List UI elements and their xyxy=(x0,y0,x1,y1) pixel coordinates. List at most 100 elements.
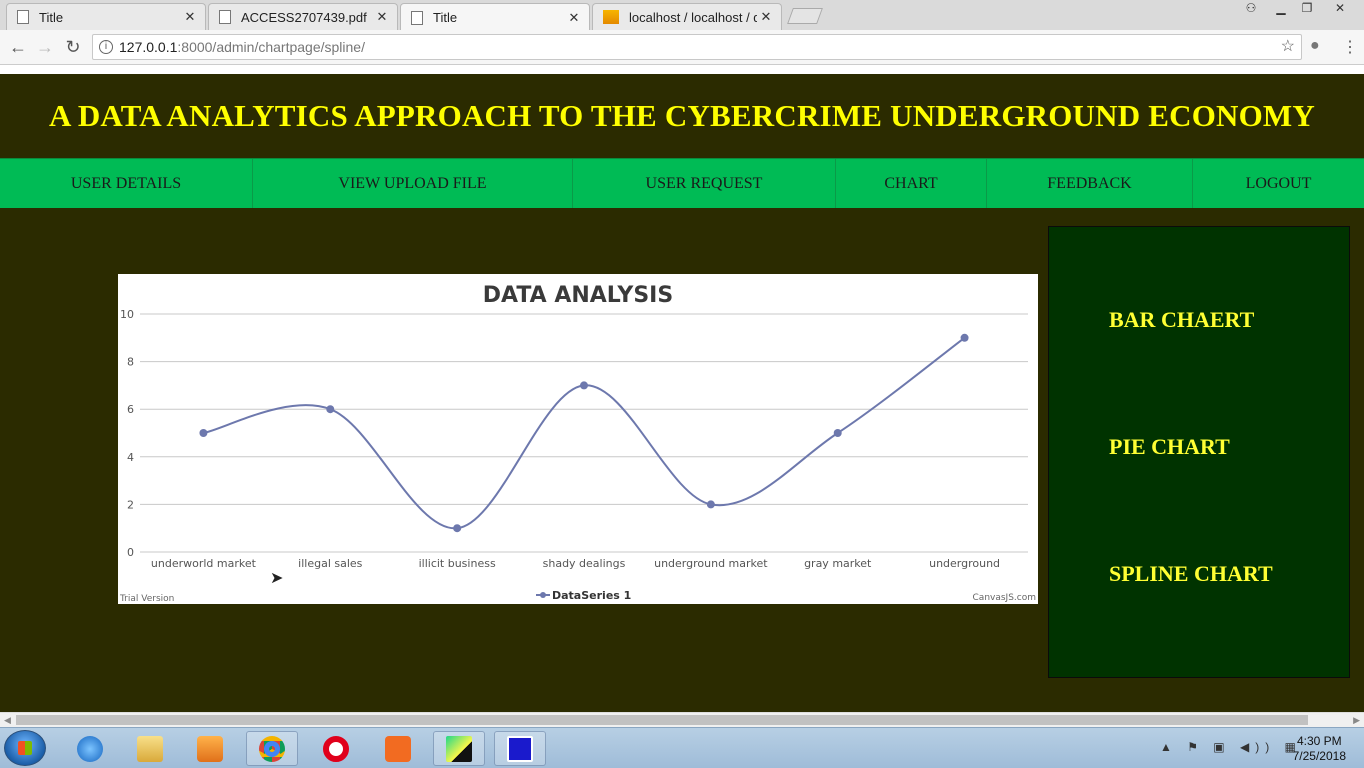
x-tick-label: illegal sales xyxy=(298,557,363,570)
phpmyadmin-icon xyxy=(603,10,619,24)
x-tick-label: illicit business xyxy=(419,557,496,570)
page-icon xyxy=(219,10,231,24)
y-tick-label: 8 xyxy=(127,356,134,369)
file-explorer-icon[interactable] xyxy=(124,731,176,766)
scroll-right-icon[interactable]: ▶ xyxy=(1353,715,1360,725)
y-tick-label: 0 xyxy=(127,546,134,559)
browser-tab-bar: Title ✕ ACCESS2707439.pdf ✕ Title ✕ loca… xyxy=(0,0,1364,31)
canvasjs-credit[interactable]: CanvasJS.com xyxy=(973,593,1036,603)
chart-sidebar: BAR CHAERT PIE CHART SPLINE CHART xyxy=(1048,226,1350,678)
windows-logo-icon xyxy=(18,741,32,755)
mi-glyph xyxy=(385,735,411,762)
tab-label: Title xyxy=(39,9,64,25)
new-tab-button[interactable] xyxy=(787,8,823,24)
nav-user-request[interactable]: USER REQUEST xyxy=(573,159,836,209)
main-nav: USER DETAILS VIEW UPLOAD FILE USER REQUE… xyxy=(0,158,1364,209)
y-tick-label: 4 xyxy=(127,451,134,464)
nav-logout[interactable]: LOGOUT xyxy=(1245,175,1312,192)
y-tick-label: 6 xyxy=(127,403,134,416)
data-point[interactable] xyxy=(833,429,842,437)
profile-icon[interactable]: ⚇ xyxy=(1245,1,1257,15)
clock-date: 7/25/2018 xyxy=(1292,749,1346,763)
scroll-left-icon[interactable]: ◀ xyxy=(4,715,11,725)
close-icon[interactable]: ✕ xyxy=(184,9,196,24)
y-tick-label: 10 xyxy=(120,308,134,321)
x-tick-label: shady dealings xyxy=(543,557,626,570)
tab-label: localhost / localhost / da xyxy=(629,9,757,25)
data-point[interactable] xyxy=(199,429,208,437)
clock-time: 4:30 PM xyxy=(1296,734,1342,748)
back-icon[interactable]: ← xyxy=(9,37,27,57)
x-tick-label: underground xyxy=(929,557,1000,570)
data-point[interactable] xyxy=(960,333,969,342)
sidebar-pie-chart-link[interactable]: PIE CHART xyxy=(1109,434,1230,459)
close-icon[interactable]: ✕ xyxy=(568,9,580,25)
data-point[interactable] xyxy=(326,405,335,414)
browser-tab-1[interactable]: Title ✕ xyxy=(6,3,206,30)
nav-user-details[interactable]: USER DETAILS xyxy=(0,159,253,209)
url-path: :8000/admin/chartpage/spline/ xyxy=(177,39,365,55)
media-player-icon[interactable] xyxy=(184,731,236,766)
chrome-icon[interactable] xyxy=(246,731,298,766)
close-icon[interactable]: ✕ xyxy=(376,9,388,24)
remote-app-icon[interactable] xyxy=(494,731,546,766)
sidebar-bar-chart-link[interactable]: BAR CHAERT xyxy=(1109,307,1255,332)
tab-label: Title xyxy=(433,10,458,25)
mi-icon[interactable] xyxy=(372,731,424,766)
pycharm-glyph xyxy=(446,735,472,762)
data-point[interactable] xyxy=(453,524,462,533)
data-point[interactable] xyxy=(580,381,588,390)
content-area: DATA ANALYSIS 0 2 4 6 8 10 underworld market i… xyxy=(0,208,1364,712)
bookmark-star-icon[interactable]: ☆ xyxy=(1280,38,1295,55)
page-icon xyxy=(17,10,29,24)
restore-icon[interactable]: ❐ xyxy=(1301,1,1313,15)
legend-label: DataSeries 1 xyxy=(552,589,631,602)
trial-watermark: Trial Version xyxy=(119,594,174,604)
remote-glyph xyxy=(507,735,533,762)
chart-legend[interactable]: DataSeries 1 xyxy=(536,589,631,602)
menu-icon[interactable]: ⋮ xyxy=(1342,39,1358,56)
site-header: A DATA ANALYTICS APPROACH TO THE CYBERCR… xyxy=(0,74,1364,158)
media-glyph xyxy=(197,735,223,762)
clock[interactable]: 4:30 PM 7/25/2018 xyxy=(1293,734,1346,764)
series-line xyxy=(203,337,966,530)
sidebar-spline-chart-link[interactable]: SPLINE CHART xyxy=(1109,561,1273,586)
reload-icon[interactable]: ↻ xyxy=(65,37,81,57)
chrome-glyph xyxy=(259,735,285,762)
nav-view-upload-file[interactable]: VIEW UPLOAD FILE xyxy=(253,159,573,209)
nav-feedback[interactable]: FEEDBACK xyxy=(987,159,1193,209)
url-host: 127.0.0.1 xyxy=(119,39,178,55)
windows-taskbar: ▲ ⚑ ▣ ◀)) ▦ 4:30 PM 7/25/2018 xyxy=(0,727,1364,768)
opera-icon[interactable] xyxy=(310,731,362,766)
scrollbar-thumb[interactable] xyxy=(16,715,1308,725)
opera-glyph xyxy=(323,735,349,762)
address-bar-row: ← → ↻ i 127.0.0.1:8000/admin/chartpage/s… xyxy=(0,30,1364,65)
x-tick-label: gray market xyxy=(804,557,872,570)
browser-tab-4[interactable]: localhost / localhost / da ✕ xyxy=(592,3,782,30)
close-icon[interactable]: ✕ xyxy=(760,9,772,24)
url-input[interactable]: i 127.0.0.1:8000/admin/chartpage/spline/… xyxy=(92,34,1302,60)
data-point[interactable] xyxy=(706,500,715,509)
chart-title: DATA ANALYSIS xyxy=(483,283,673,308)
pycharm-icon[interactable] xyxy=(433,731,485,766)
folder-glyph xyxy=(137,735,163,762)
forward-icon[interactable]: → xyxy=(36,37,54,57)
info-icon[interactable]: i xyxy=(99,40,113,54)
system-tray-icons[interactable]: ▲ ⚑ ▣ ◀)) ▦ xyxy=(1160,740,1302,754)
browser-tab-3[interactable]: Title ✕ xyxy=(400,3,590,31)
ie-glyph xyxy=(77,735,103,762)
tab-label: ACCESS2707439.pdf xyxy=(241,9,367,25)
internet-explorer-icon[interactable] xyxy=(64,731,116,766)
page-icon xyxy=(411,10,423,25)
spline-chart: DATA ANALYSIS 0 2 4 6 8 10 underworld market i… xyxy=(118,274,1038,604)
nav-chart[interactable]: CHART xyxy=(836,159,987,209)
legend-marker xyxy=(540,592,546,598)
extension-icon[interactable]: ● xyxy=(1310,37,1320,54)
window-close-icon[interactable]: ✕ xyxy=(1334,1,1346,15)
x-tick-label: underground market xyxy=(654,557,768,570)
browser-tab-2[interactable]: ACCESS2707439.pdf ✕ xyxy=(208,3,398,30)
mouse-cursor-icon: ➤ xyxy=(270,570,284,587)
horizontal-scrollbar[interactable]: ◀ ▶ xyxy=(0,712,1364,727)
start-button[interactable] xyxy=(4,730,46,766)
minimize-icon[interactable]: ▁ xyxy=(1276,1,1286,15)
